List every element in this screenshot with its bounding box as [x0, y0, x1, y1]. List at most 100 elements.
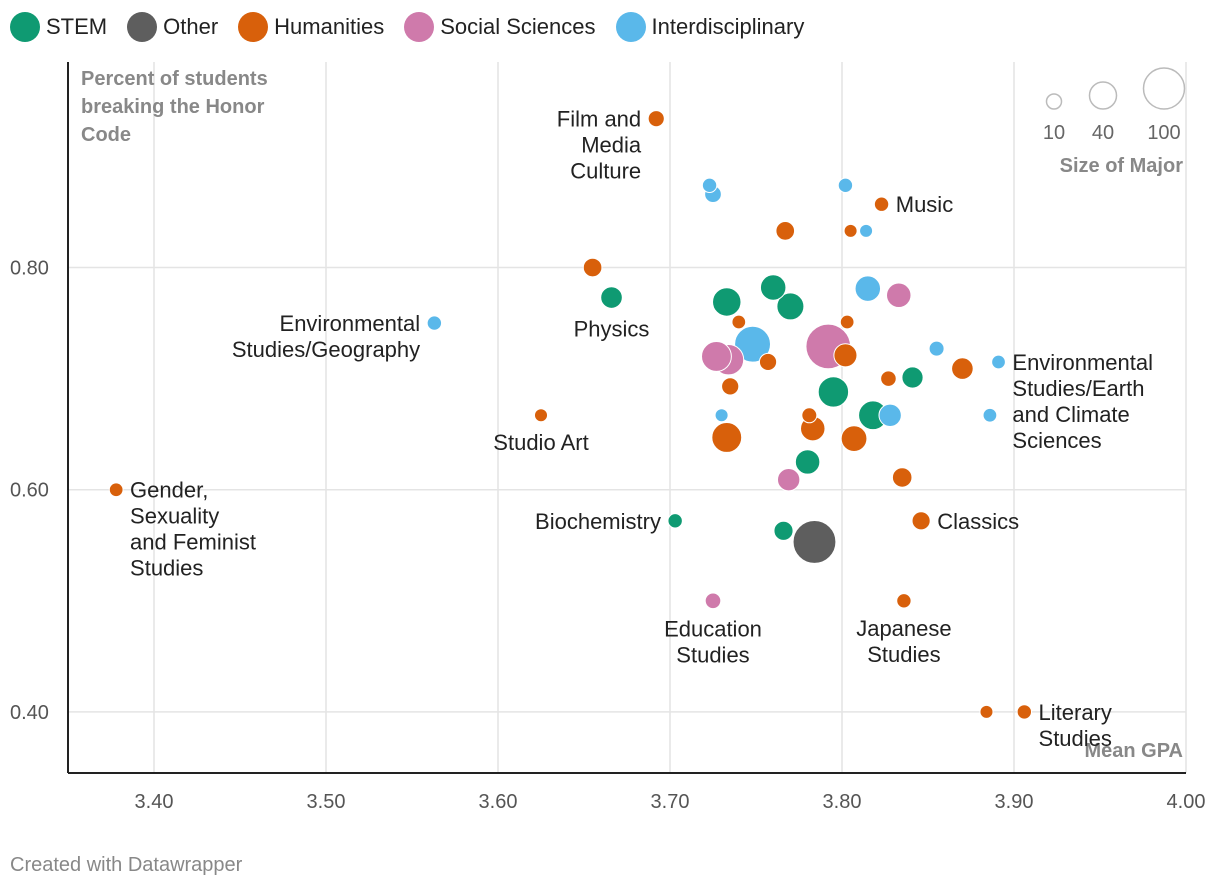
- legend-swatch: [615, 12, 646, 42]
- data-point: [886, 282, 912, 309]
- size-legend-label: 100: [1147, 122, 1180, 144]
- point-label: Japanese: [856, 616, 951, 641]
- legend-item: Social Sciences: [404, 12, 596, 42]
- data-point: [701, 340, 732, 372]
- point-label: Physics: [574, 316, 650, 341]
- size-legend-circle: [1045, 93, 1063, 110]
- y-tick-label: 0.80: [10, 258, 49, 280]
- data-point: [647, 110, 665, 128]
- point-label: Education: [664, 617, 762, 642]
- legend-label: Humanities: [274, 14, 385, 39]
- point-label: Literary: [1039, 700, 1112, 725]
- y-tick-label: 0.40: [10, 702, 49, 724]
- point-label: Studies: [867, 642, 940, 667]
- data-point: [759, 274, 787, 301]
- legend-item: Interdisciplinary: [615, 12, 804, 42]
- data-point: [901, 366, 924, 389]
- legend-label: STEM: [46, 14, 108, 39]
- data-point: [533, 408, 549, 423]
- data-point: [721, 377, 740, 396]
- y-axis-title: Code: [81, 124, 131, 146]
- size-legend-title: Size of Major: [1060, 155, 1184, 177]
- data-point: [108, 482, 124, 498]
- legend-swatch: [404, 12, 435, 42]
- data-point: [801, 407, 818, 424]
- point-label: Biochemistry: [535, 509, 661, 534]
- data-point: [711, 422, 743, 453]
- y-axis-title: Percent of students: [81, 68, 268, 90]
- data-point: [951, 357, 974, 380]
- point-label: and Climate: [1012, 402, 1129, 427]
- data-point: [794, 449, 821, 475]
- data-point: [426, 315, 443, 331]
- data-point: [734, 325, 772, 363]
- point-label: Film and: [557, 107, 641, 132]
- legend-item: STEM: [10, 12, 107, 42]
- data-point: [891, 467, 913, 488]
- point-label: Media: [581, 133, 642, 158]
- data-point: [667, 513, 683, 529]
- data-point: [833, 343, 858, 368]
- point-label: Studies: [130, 556, 203, 581]
- legend: STEM Other Humanities Social Sciences Interd…: [10, 12, 824, 42]
- size-legend-label: 40: [1092, 122, 1114, 144]
- y-tick-label: 0.60: [10, 480, 49, 502]
- legend-swatch: [127, 12, 158, 42]
- data-point: [776, 292, 805, 321]
- x-tick-label: 3.40: [135, 791, 174, 813]
- size-legend-circle: [1142, 67, 1186, 110]
- point-label: Studies: [1039, 726, 1112, 751]
- point-label: Studio Art: [493, 430, 588, 455]
- data-point: [600, 286, 623, 309]
- legend-label: Social Sciences: [440, 14, 596, 39]
- size-legend-label: 10: [1043, 122, 1065, 144]
- data-point: [701, 177, 718, 194]
- x-axis-title: Mean GPA: [1084, 740, 1183, 762]
- point-label: Music: [896, 192, 953, 217]
- point-label: Studies/Earth: [1012, 376, 1144, 401]
- data-point: [731, 314, 747, 330]
- data-point: [873, 196, 890, 212]
- x-tick-label: 3.50: [307, 791, 346, 813]
- data-point: [991, 354, 1006, 370]
- point-label: and Feminist: [130, 530, 256, 555]
- legend-swatch: [10, 12, 40, 42]
- data-point: [714, 408, 729, 423]
- data-point: [582, 257, 603, 278]
- x-tick-label: 3.70: [651, 791, 690, 813]
- data-point: [859, 223, 874, 238]
- data-point: [979, 704, 994, 719]
- data-point: [840, 425, 868, 453]
- data-point: [839, 314, 855, 330]
- data-point: [982, 407, 998, 423]
- data-point: [776, 468, 801, 492]
- x-tick-label: 3.80: [823, 791, 862, 813]
- x-tick-label: 4.00: [1167, 791, 1206, 813]
- point-label: Sexuality: [130, 504, 219, 529]
- point-label: Environmental: [280, 311, 421, 336]
- size-legend-circle: [1088, 81, 1118, 110]
- legend-swatch: [238, 12, 269, 42]
- point-label: Studies: [676, 643, 749, 668]
- data-point: [817, 376, 850, 408]
- x-tick-label: 3.90: [995, 791, 1034, 813]
- x-tick-label: 3.60: [479, 791, 518, 813]
- point-label: Classics: [937, 509, 1019, 534]
- data-point: [928, 340, 945, 357]
- data-point: [880, 370, 897, 387]
- data-point: [1016, 704, 1033, 720]
- data-point: [712, 287, 742, 317]
- point-label: Gender,: [130, 478, 208, 503]
- credit-text: Created with Datawrapper: [10, 854, 243, 876]
- data-point: [792, 519, 837, 564]
- point-label: Culture: [570, 159, 641, 184]
- y-axis-title: breaking the Honor: [81, 96, 265, 118]
- point-label: Environmental: [1012, 350, 1153, 375]
- data-point: [775, 221, 796, 241]
- data-point: [837, 177, 854, 194]
- point-label: Studies/Geography: [232, 337, 420, 362]
- legend-item: Humanities: [238, 12, 384, 42]
- point-label: Sciences: [1012, 428, 1101, 453]
- legend-item: Other: [127, 12, 218, 42]
